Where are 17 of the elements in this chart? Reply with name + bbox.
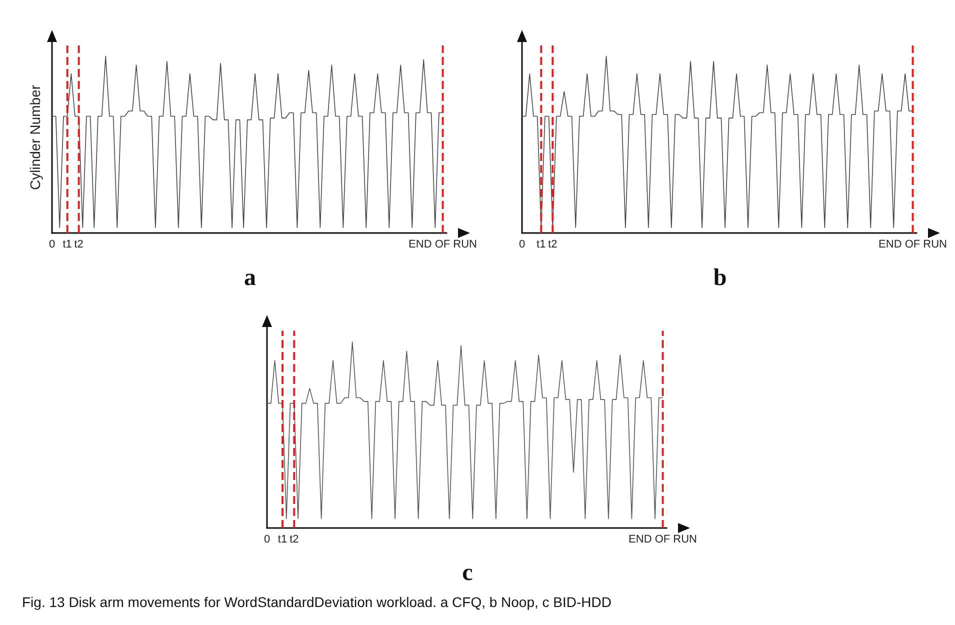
x-tick-label: t1 <box>62 238 72 250</box>
x-tick-label: t2 <box>548 238 558 250</box>
text: a <box>244 265 256 291</box>
text: c <box>462 560 474 586</box>
x-tick-label: 0 <box>264 534 270 546</box>
x-tick-label: t1 <box>278 534 288 546</box>
x-tick-label: t1 <box>536 238 546 250</box>
x-tick-label: END OF RUN <box>878 238 948 250</box>
x-tick-label: 0 <box>48 238 56 250</box>
x-tick-label: END OF RUN <box>408 238 478 250</box>
x-tick-label: 0 <box>518 238 526 250</box>
x-tick-label: t2 <box>74 238 84 250</box>
y-axis-title: Cylinder Number <box>27 84 43 190</box>
caption: Fig. 13 Disk arm movements for WordStandardDeviation workload. a CFQ, b Noop, c BID-HDD <box>22 594 612 610</box>
x-tick-label: END OF RUN <box>628 534 698 546</box>
x-tick-label: t2 <box>290 534 299 546</box>
text: b <box>713 265 727 291</box>
